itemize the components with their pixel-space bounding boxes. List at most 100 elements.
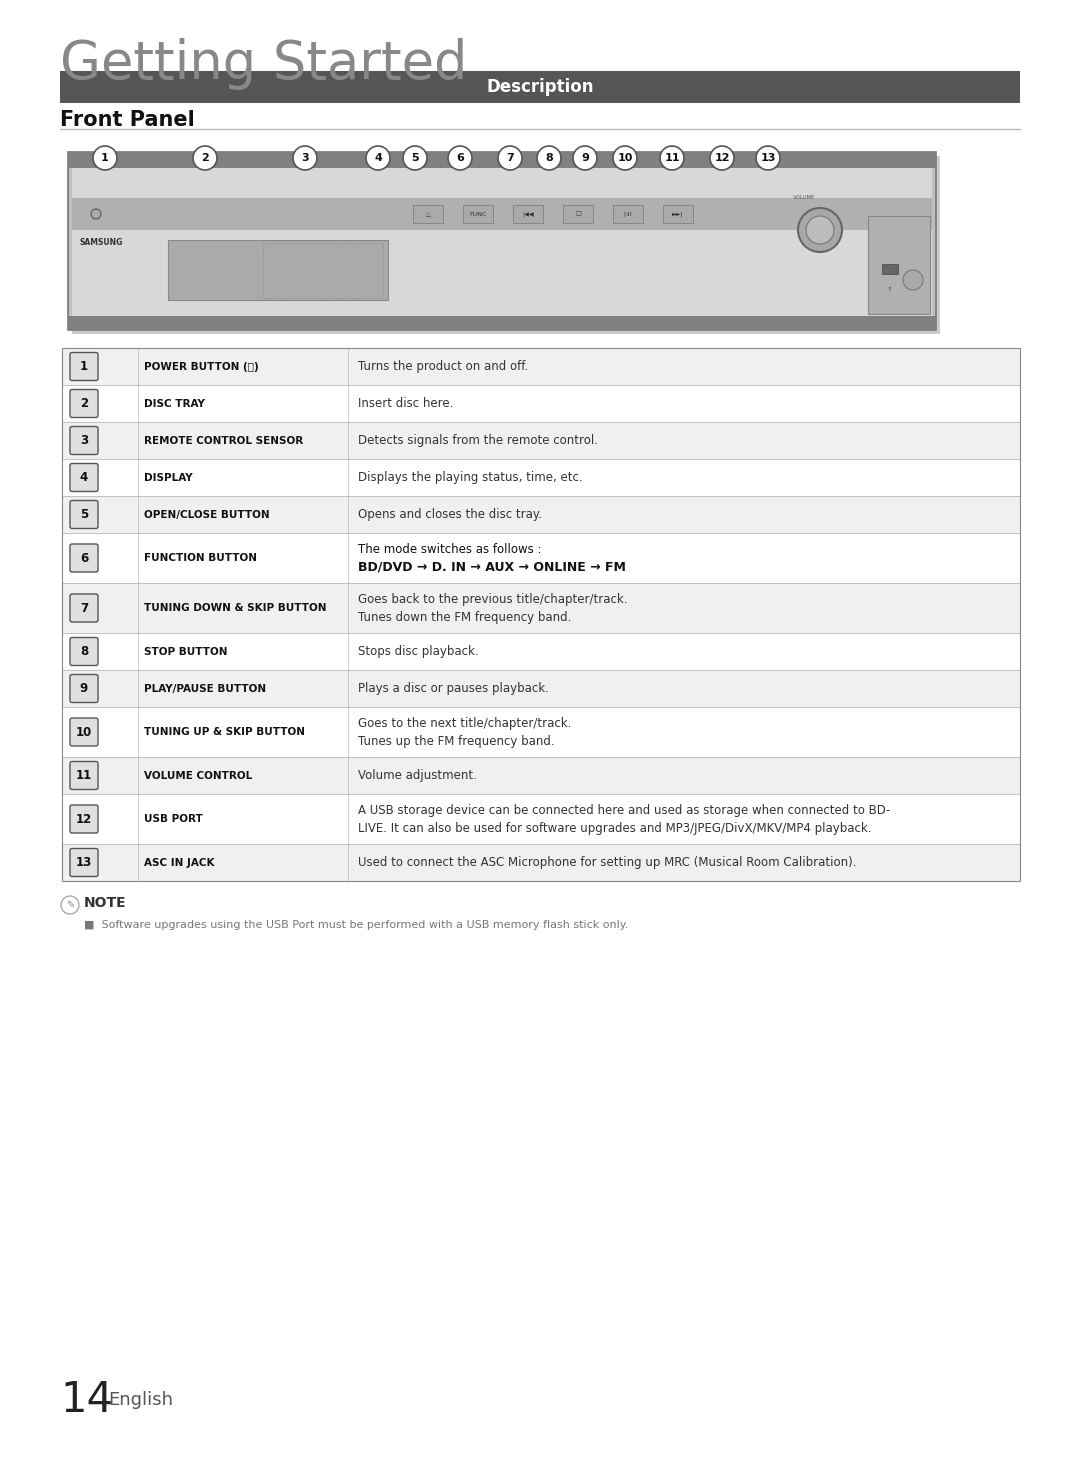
Bar bbox=[72, 198, 932, 231]
Bar bbox=[72, 157, 940, 334]
Bar bbox=[62, 423, 1020, 460]
Text: |◀◀: |◀◀ bbox=[523, 211, 534, 217]
FancyBboxPatch shape bbox=[70, 761, 98, 789]
Bar bbox=[62, 534, 1020, 582]
Bar bbox=[60, 71, 1020, 103]
Bar bbox=[62, 384, 1020, 423]
Bar bbox=[62, 347, 1020, 881]
Text: A USB storage device can be connected here and used as storage when connected to: A USB storage device can be connected he… bbox=[357, 804, 890, 816]
Text: 10: 10 bbox=[618, 154, 633, 163]
Text: Front Panel: Front Panel bbox=[60, 109, 194, 130]
Text: PLAY/PAUSE BUTTON: PLAY/PAUSE BUTTON bbox=[144, 683, 266, 693]
Bar bbox=[563, 205, 593, 223]
Text: SAMSUNG: SAMSUNG bbox=[80, 238, 123, 247]
Text: USB PORT: USB PORT bbox=[144, 814, 203, 825]
Text: BD/DVD → D. IN → AUX → ONLINE → FM: BD/DVD → D. IN → AUX → ONLINE → FM bbox=[357, 560, 626, 573]
Text: 1: 1 bbox=[80, 361, 89, 372]
Bar bbox=[62, 347, 1020, 384]
Text: 1: 1 bbox=[102, 154, 109, 163]
Text: TUNING UP & SKIP BUTTON: TUNING UP & SKIP BUTTON bbox=[144, 727, 305, 738]
Text: ■  Software upgrades using the USB Port must be performed with a USB memory flas: ■ Software upgrades using the USB Port m… bbox=[84, 919, 629, 930]
Bar bbox=[463, 205, 492, 223]
Text: DISC TRAY: DISC TRAY bbox=[144, 399, 205, 408]
Text: ASC IN JACK: ASC IN JACK bbox=[144, 857, 215, 868]
Circle shape bbox=[613, 146, 637, 170]
Text: Plays a disc or pauses playback.: Plays a disc or pauses playback. bbox=[357, 681, 549, 695]
Text: VOLUME: VOLUME bbox=[793, 195, 815, 200]
Text: Opens and closes the disc tray.: Opens and closes the disc tray. bbox=[357, 508, 542, 522]
FancyBboxPatch shape bbox=[70, 501, 98, 529]
Text: 12: 12 bbox=[714, 154, 730, 163]
Text: OPEN/CLOSE BUTTON: OPEN/CLOSE BUTTON bbox=[144, 510, 270, 519]
Text: 12: 12 bbox=[76, 813, 92, 826]
Text: Stops disc playback.: Stops disc playback. bbox=[357, 644, 478, 658]
Circle shape bbox=[293, 146, 318, 170]
Bar bbox=[68, 316, 936, 330]
Text: FUNC: FUNC bbox=[470, 211, 487, 216]
Text: 2: 2 bbox=[201, 154, 208, 163]
Bar bbox=[62, 794, 1020, 844]
Text: ↑: ↑ bbox=[887, 287, 893, 293]
FancyBboxPatch shape bbox=[70, 806, 98, 834]
Text: 4: 4 bbox=[80, 471, 89, 483]
FancyBboxPatch shape bbox=[70, 848, 98, 876]
Text: STOP BUTTON: STOP BUTTON bbox=[144, 646, 228, 656]
Text: 8: 8 bbox=[545, 154, 553, 163]
Bar bbox=[62, 460, 1020, 497]
Text: VOLUME CONTROL: VOLUME CONTROL bbox=[144, 770, 253, 780]
FancyBboxPatch shape bbox=[70, 464, 98, 492]
Text: 7: 7 bbox=[507, 154, 514, 163]
FancyBboxPatch shape bbox=[70, 637, 98, 665]
FancyBboxPatch shape bbox=[70, 674, 98, 702]
Text: Goes back to the previous title/chapter/track.: Goes back to the previous title/chapter/… bbox=[357, 593, 627, 606]
Circle shape bbox=[403, 146, 427, 170]
Text: 5: 5 bbox=[80, 508, 89, 522]
Circle shape bbox=[756, 146, 780, 170]
Bar bbox=[68, 152, 936, 330]
Text: 9: 9 bbox=[80, 681, 89, 695]
Text: Description: Description bbox=[486, 78, 594, 96]
Text: LIVE. It can also be used for software upgrades and MP3/JPEG/DivX/MKV/MP4 playba: LIVE. It can also be used for software u… bbox=[357, 822, 872, 835]
Bar bbox=[882, 265, 897, 273]
Text: 2: 2 bbox=[80, 398, 89, 409]
Text: ▷II: ▷II bbox=[624, 211, 632, 216]
Circle shape bbox=[193, 146, 217, 170]
Text: 6: 6 bbox=[456, 154, 464, 163]
Bar bbox=[62, 706, 1020, 757]
Circle shape bbox=[93, 146, 117, 170]
Text: POWER BUTTON (⏻): POWER BUTTON (⏻) bbox=[144, 362, 259, 371]
Text: Displays the playing status, time, etc.: Displays the playing status, time, etc. bbox=[357, 471, 582, 483]
Text: FUNCTION BUTTON: FUNCTION BUTTON bbox=[144, 553, 257, 563]
Text: 4: 4 bbox=[374, 154, 382, 163]
Text: 3: 3 bbox=[301, 154, 309, 163]
Text: 13: 13 bbox=[76, 856, 92, 869]
Bar bbox=[72, 168, 932, 316]
Circle shape bbox=[537, 146, 561, 170]
Text: Tunes up the FM frequency band.: Tunes up the FM frequency band. bbox=[357, 735, 555, 748]
Bar bbox=[62, 757, 1020, 794]
Bar bbox=[663, 205, 693, 223]
Text: NOTE: NOTE bbox=[84, 896, 126, 910]
Text: ✎: ✎ bbox=[66, 900, 75, 910]
Text: Used to connect the ASC Microphone for setting up MRC (Musical Room Calibration): Used to connect the ASC Microphone for s… bbox=[357, 856, 856, 869]
Bar bbox=[68, 152, 936, 168]
Circle shape bbox=[366, 146, 390, 170]
Text: □: □ bbox=[575, 211, 581, 216]
Bar bbox=[62, 497, 1020, 534]
Text: TUNING DOWN & SKIP BUTTON: TUNING DOWN & SKIP BUTTON bbox=[144, 603, 326, 613]
Text: English: English bbox=[108, 1391, 173, 1409]
Text: Volume adjustment.: Volume adjustment. bbox=[357, 769, 477, 782]
Text: 11: 11 bbox=[76, 769, 92, 782]
Bar bbox=[62, 633, 1020, 670]
Text: 3: 3 bbox=[80, 435, 89, 446]
Circle shape bbox=[903, 270, 923, 290]
Text: △: △ bbox=[426, 211, 430, 216]
Circle shape bbox=[498, 146, 522, 170]
Text: DISPLAY: DISPLAY bbox=[144, 473, 192, 482]
FancyBboxPatch shape bbox=[70, 594, 98, 622]
Text: 10: 10 bbox=[76, 726, 92, 739]
FancyBboxPatch shape bbox=[70, 427, 98, 455]
Circle shape bbox=[806, 216, 834, 244]
Bar bbox=[264, 242, 383, 299]
Circle shape bbox=[660, 146, 684, 170]
